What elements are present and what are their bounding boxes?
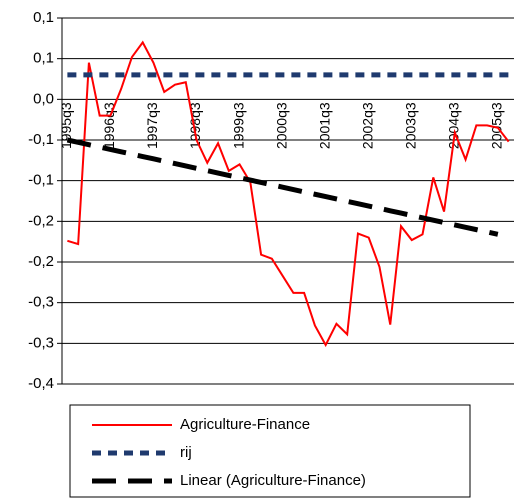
y-tick-label: -0,1 bbox=[28, 131, 54, 148]
x-tick-label: 2002q3 bbox=[359, 102, 375, 149]
y-tick-label: -0,3 bbox=[28, 294, 54, 311]
x-tick-label: 2003q3 bbox=[402, 102, 418, 149]
x-tick-label: 1996q3 bbox=[101, 102, 117, 149]
x-tick-label: 1997q3 bbox=[144, 102, 160, 149]
x-tick-label: 1995q3 bbox=[58, 102, 74, 149]
x-tick-label: 2005q3 bbox=[489, 102, 505, 149]
series-line bbox=[67, 40, 510, 348]
x-tick-label: 1999q3 bbox=[230, 102, 246, 149]
y-tick-label: 0,1 bbox=[33, 9, 54, 26]
y-tick-label: 0,1 bbox=[33, 50, 54, 67]
y-tick-label: 0,0 bbox=[33, 90, 54, 107]
x-tick-label: 2000q3 bbox=[273, 102, 289, 149]
series-line bbox=[66, 137, 499, 237]
y-tick-label: -0,4 bbox=[28, 375, 54, 392]
y-tick-label: -0,1 bbox=[28, 172, 54, 189]
x-tick-label: 2001q3 bbox=[316, 102, 332, 149]
y-tick-label: -0,3 bbox=[28, 334, 54, 351]
legend-label: Linear (Agriculture-Finance) bbox=[180, 472, 366, 489]
legend-label: rij bbox=[180, 444, 192, 461]
x-tick-label: 1998q3 bbox=[187, 102, 203, 149]
legend-label: Agriculture-Finance bbox=[180, 416, 310, 433]
y-tick-label: -0,2 bbox=[28, 212, 54, 229]
y-tick-label: -0,2 bbox=[28, 253, 54, 270]
